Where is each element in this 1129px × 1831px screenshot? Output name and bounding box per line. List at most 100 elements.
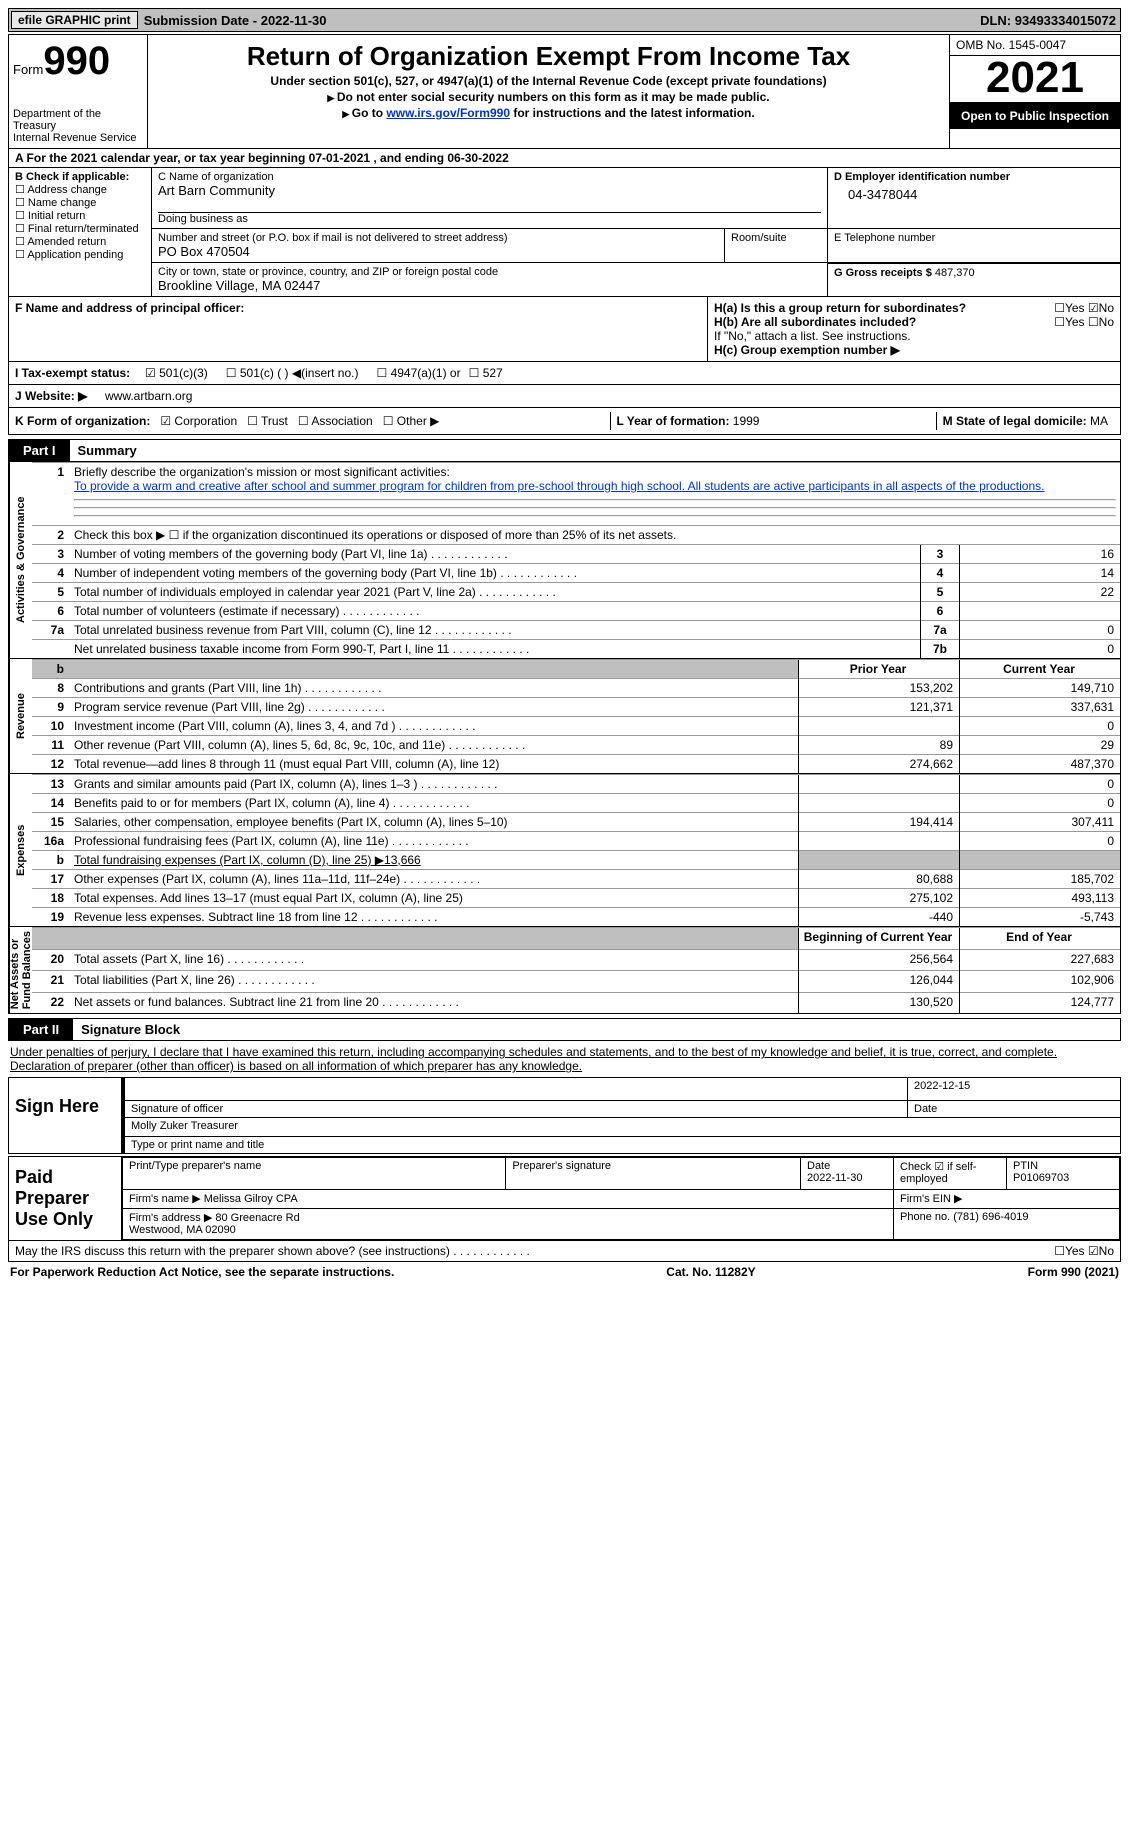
side-activities: Activities & Governance [9, 462, 32, 658]
line-4: Number of independent voting members of … [70, 564, 921, 583]
page-footer: For Paperwork Reduction Act Notice, see … [8, 1262, 1121, 1282]
part2-header: Part II Signature Block [8, 1018, 1121, 1041]
line-21: Total liabilities (Part X, line 26) [70, 971, 799, 993]
line-10: Investment income (Part VIII, column (A)… [70, 717, 799, 736]
dba-label: Doing business as [158, 212, 821, 225]
tax-status-row: I Tax-exempt status: 501(c)(3) 501(c) ( … [8, 362, 1121, 385]
check-name[interactable]: Name change [15, 196, 145, 209]
line-11: Other revenue (Part VIII, column (A), li… [70, 736, 799, 755]
sig-officer-label: Signature of officer [122, 1101, 907, 1118]
org-name-value: Art Barn Community [158, 183, 821, 198]
line-18: Total expenses. Add lines 13–17 (must eq… [70, 889, 799, 908]
sign-here-block: Sign Here 2022-12-15 Signature of office… [8, 1077, 1121, 1154]
check-trust[interactable]: Trust [247, 414, 288, 428]
line-12: Total revenue—add lines 8 through 11 (mu… [70, 755, 799, 774]
prep-date: Date2022-11-30 [801, 1158, 894, 1190]
ein-value: 04-3478044 [834, 183, 1114, 202]
form-title: Return of Organization Exempt From Incom… [156, 41, 941, 72]
hb-note: If "No," attach a list. See instructions… [714, 329, 1114, 343]
hb-label: H(b) Are all subordinates included? [714, 315, 916, 329]
side-revenue: Revenue [9, 659, 32, 773]
check-final[interactable]: Final return/terminated [15, 222, 145, 235]
begin-header: Beginning of Current Year [799, 928, 960, 950]
sig-date-val: 2022-12-15 [907, 1078, 1120, 1101]
org-name-cell: C Name of organization Art Barn Communit… [152, 168, 827, 228]
check-501c3[interactable]: 501(c)(3) [145, 366, 208, 380]
check-527[interactable]: 527 [469, 366, 503, 380]
dln-label: DLN: 93493334015072 [976, 13, 1120, 28]
section-bc: B Check if applicable: Address change Na… [8, 168, 1121, 297]
year-formation: L Year of formation: 1999 [610, 412, 766, 430]
tax-year: 2021 [950, 56, 1120, 103]
side-expenses: Expenses [9, 774, 32, 926]
k-label: K Form of organization: [15, 414, 150, 428]
prep-ptin: PTINP01069703 [1007, 1158, 1120, 1190]
check-corporation[interactable]: Corporation [160, 414, 237, 428]
val-7a: 0 [960, 621, 1121, 640]
line-3: Number of voting members of the governin… [70, 545, 921, 564]
gross-value: 487,370 [935, 267, 975, 279]
treasury-dept: Department of the Treasury Internal Reve… [13, 108, 143, 144]
discuss-row: May the IRS discuss this return with the… [8, 1241, 1121, 1262]
website-label: J Website: ▶ [15, 389, 105, 403]
calendar-year-row: A For the 2021 calendar year, or tax yea… [8, 149, 1121, 168]
ha-row: H(a) Is this a group return for subordin… [714, 301, 1114, 315]
check-association[interactable]: Association [298, 414, 373, 428]
sig-name-val: Molly Zuker Treasurer [122, 1118, 1120, 1137]
org-name-label: C Name of organization [158, 171, 821, 183]
city-cell: City or town, state or province, country… [152, 263, 827, 296]
form-org-row: K Form of organization: Corporation Trus… [8, 408, 1121, 435]
check-501c[interactable]: 501(c) ( ) ◀(insert no.) [226, 366, 359, 380]
city-label: City or town, state or province, country… [158, 266, 821, 278]
side-netassets: Net Assets or Fund Balances [9, 927, 32, 1013]
subtitle-2: Do not enter social security numbers on … [156, 90, 941, 104]
val-4: 14 [960, 564, 1121, 583]
form-number: 990 [43, 39, 110, 83]
line-22: Net assets or fund balances. Subtract li… [70, 992, 799, 1013]
gross-label: G Gross receipts $ [834, 267, 935, 279]
val-3: 16 [960, 545, 1121, 564]
website-row: J Website: ▶ www.artbarn.org [8, 385, 1121, 408]
line-16a: Professional fundraising fees (Part IX, … [70, 832, 799, 851]
check-4947[interactable]: 4947(a)(1) or [376, 366, 460, 380]
check-address[interactable]: Address change [15, 183, 145, 196]
line-7a: Total unrelated business revenue from Pa… [70, 621, 921, 640]
top-bar: efile GRAPHIC print Submission Date - 20… [8, 8, 1121, 32]
expenses-table: 13Grants and similar amounts paid (Part … [32, 774, 1120, 926]
val-5: 22 [960, 583, 1121, 602]
cat-no: Cat. No. 11282Y [666, 1265, 755, 1279]
line-2: Check this box ▶ ☐ if the organization d… [70, 526, 1120, 545]
subtitle-1: Under section 501(c), 527, or 4947(a)(1)… [156, 74, 941, 88]
check-amended[interactable]: Amended return [15, 235, 145, 248]
val-7b: 0 [960, 640, 1121, 659]
line-7b: Net unrelated business taxable income fr… [70, 640, 921, 659]
part1-title: Summary [70, 440, 145, 461]
column-b: B Check if applicable: Address change Na… [9, 168, 152, 296]
hb-row: H(b) Are all subordinates included? ☐Yes… [714, 315, 1114, 329]
irs-link[interactable]: www.irs.gov/Form990 [386, 106, 510, 120]
line-20: Total assets (Part X, line 16) [70, 949, 799, 971]
check-title: B Check if applicable: [15, 171, 145, 183]
part2-tab: Part II [9, 1019, 73, 1040]
prep-name-hdr: Print/Type preparer's name [123, 1158, 506, 1190]
check-pending[interactable]: Application pending [15, 248, 145, 261]
line-8: Contributions and grants (Part VIII, lin… [70, 679, 799, 698]
state-domicile: M State of legal domicile: MA [936, 412, 1114, 430]
ein-label: D Employer identification number [834, 171, 1114, 183]
address-value: PO Box 470504 [158, 244, 718, 259]
check-other[interactable]: Other ▶ [383, 414, 440, 428]
sig-name-label: Type or print name and title [122, 1137, 1120, 1153]
declaration-text: Under penalties of perjury, I declare th… [8, 1041, 1121, 1077]
hc-label: H(c) Group exemption number ▶ [714, 343, 1114, 357]
efile-print-button[interactable]: efile GRAPHIC print [11, 11, 138, 29]
line-5: Total number of individuals employed in … [70, 583, 921, 602]
prep-sig-hdr: Preparer's signature [506, 1158, 801, 1190]
revenue-table: bPrior YearCurrent Year 8Contributions a… [32, 659, 1120, 773]
gross-cell: G Gross receipts $ 487,370 [827, 263, 1120, 296]
telephone-label: E Telephone number [834, 232, 1114, 244]
line-13: Grants and similar amounts paid (Part IX… [70, 775, 799, 794]
open-inspection: Open to Public Inspection [950, 103, 1120, 129]
firm-ein: Firm's EIN ▶ [894, 1189, 1120, 1208]
check-initial[interactable]: Initial return [15, 209, 145, 222]
subtitle-3: Go to www.irs.gov/Form990 for instructio… [156, 106, 941, 120]
